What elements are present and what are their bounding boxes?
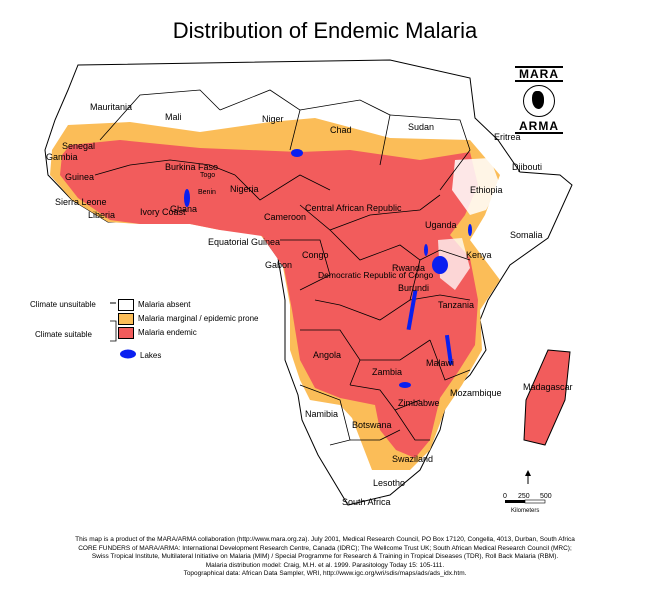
label-malawi: Malawi xyxy=(426,358,454,368)
label-senegal: Senegal xyxy=(62,141,95,151)
label-lesotho: Lesotho xyxy=(373,478,405,488)
lake-volta xyxy=(184,189,190,207)
legend-climate-suitable: Climate suitable xyxy=(35,330,92,339)
label-namibia: Namibia xyxy=(305,409,338,419)
label-gambia: Gambia xyxy=(46,152,78,162)
label-nigeria: Nigeria xyxy=(230,184,259,194)
lake-chad xyxy=(291,149,303,157)
legend-lake-swatch xyxy=(120,349,136,359)
label-benin: Benin xyxy=(198,189,216,196)
legend-swatch-absent xyxy=(118,299,134,311)
logo-arma-text: ARMA xyxy=(515,120,563,134)
east-africa-highlands-absent xyxy=(438,238,470,290)
label-swaziland: Swaziland xyxy=(392,454,433,464)
map-footer: This map is a product of the MARA/ARMA c… xyxy=(0,536,650,579)
scale-unit: Kilometers xyxy=(511,508,539,514)
label-ethiopia: Ethiopia xyxy=(470,185,503,195)
label-mozambique: Mozambique xyxy=(450,388,502,398)
footer-line-2: CORE FUNDERS of MARA/ARMA: International… xyxy=(78,544,572,552)
legend-endemic-label: Malaria endemic xyxy=(138,328,197,337)
africa-globe-icon xyxy=(523,85,555,117)
label-eritrea: Eritrea xyxy=(494,132,521,142)
lakes xyxy=(184,149,472,388)
legend-bracket xyxy=(110,302,117,342)
label-sudan: Sudan xyxy=(408,122,434,132)
north-arrow xyxy=(525,470,531,484)
logo-mara-text: MARA xyxy=(515,66,563,82)
label-somalia: Somalia xyxy=(510,230,543,240)
ethiopian-highlands-absent xyxy=(452,158,500,215)
lake-victoria xyxy=(432,256,448,274)
footer-line-4: Malaria distribution model: Craig, M.H. … xyxy=(205,561,445,569)
label-uganda: Uganda xyxy=(425,220,457,230)
label-kenya: Kenya xyxy=(466,250,492,260)
lake-kariba xyxy=(399,382,411,388)
label-gabon: Gabon xyxy=(265,260,292,270)
scale-labels: 0 250 500 Kilometers xyxy=(503,493,552,514)
scale-bar xyxy=(505,499,546,504)
label-burkina-faso: Burkina Faso xyxy=(165,162,218,172)
label-ivory-coast: Ivory Coast xyxy=(140,207,186,217)
legend-swatch-marginal xyxy=(118,313,134,325)
scale-tick-0: 0 xyxy=(503,493,507,500)
label-tanzania: Tanzania xyxy=(438,300,474,310)
label-zimbabwe: Zimbabwe xyxy=(398,398,440,408)
label-chad: Chad xyxy=(330,125,352,135)
map-title: Distribution of Endemic Malaria xyxy=(172,18,478,43)
label-mali: Mali xyxy=(165,112,182,122)
legend-absent-label: Malaria absent xyxy=(138,300,191,309)
mara-arma-logo: MARA ARMA xyxy=(515,66,563,134)
lake-tanganyika xyxy=(406,289,418,331)
label-south-africa: South Africa xyxy=(342,497,391,507)
label-botswana: Botswana xyxy=(352,420,392,430)
label-drc: Democratic Republic of Congo xyxy=(318,270,434,280)
scale-tick-250: 250 xyxy=(518,493,530,500)
label-ghana: Ghana xyxy=(170,204,197,214)
label-liberia: Liberia xyxy=(88,210,115,220)
label-angola: Angola xyxy=(313,350,341,360)
country-labels: Mauritania Mali Niger Chad Sudan Eritrea… xyxy=(46,102,573,507)
label-congo: Congo xyxy=(302,250,329,260)
label-zambia: Zambia xyxy=(372,367,402,377)
label-niger: Niger xyxy=(262,114,284,124)
label-rwanda: Rwanda xyxy=(392,263,425,273)
label-equatorial-guinea: Equatorial Guinea xyxy=(208,237,280,247)
legend-top-rule xyxy=(28,293,548,295)
legend-lakes-label: Lakes xyxy=(140,351,162,360)
lake-turkana xyxy=(468,224,472,236)
country-borders xyxy=(94,89,471,446)
label-togo: Togo xyxy=(200,172,215,179)
label-mauritania: Mauritania xyxy=(90,102,132,112)
footer-line-1: This map is a product of the MARA/ARMA c… xyxy=(75,536,575,543)
footer-line-3: Swiss Tropical Institute, Multilateral I… xyxy=(91,553,559,561)
scale-tick-500: 500 xyxy=(540,493,552,500)
label-madagascar: Madagascar xyxy=(523,382,573,392)
label-car: Central African Republic xyxy=(305,203,402,213)
madagascar xyxy=(523,349,571,446)
legend-climate-unsuitable: Climate unsuitable xyxy=(30,300,96,309)
label-sierra-leone: Sierra Leone xyxy=(55,197,107,207)
legend-marginal-label: Malaria marginal / epidemic prone xyxy=(138,314,259,323)
legend-swatch-endemic xyxy=(118,327,134,339)
lake-albert xyxy=(424,244,428,256)
label-cameroon: Cameroon xyxy=(264,212,306,222)
label-burundi: Burundi xyxy=(398,283,429,293)
label-djibouti: Djibouti xyxy=(512,162,542,172)
footer-line-5: Topographical data: African Data Sampler… xyxy=(183,570,467,578)
endemic-zone xyxy=(60,140,478,458)
lake-malawi xyxy=(444,334,454,366)
label-guinea: Guinea xyxy=(65,172,94,182)
